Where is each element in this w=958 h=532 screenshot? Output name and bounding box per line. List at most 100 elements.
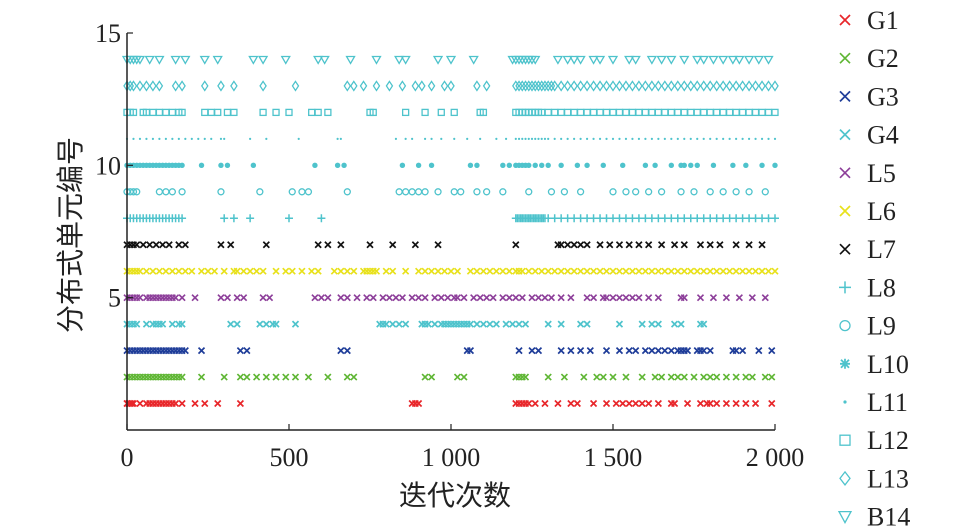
data-point <box>602 108 611 117</box>
data-point <box>282 373 290 381</box>
data-point <box>531 399 539 408</box>
data-point <box>483 294 491 302</box>
data-point <box>508 320 517 328</box>
y-ticks: 5 10 15 <box>95 19 133 313</box>
data-point <box>385 80 394 92</box>
legend-label: L10 <box>867 350 909 379</box>
data-point <box>583 267 591 275</box>
data-point <box>314 108 322 117</box>
data-point <box>709 294 718 302</box>
data-point <box>178 80 186 92</box>
data-point <box>319 55 330 65</box>
data-point <box>479 267 488 275</box>
data-point <box>609 188 617 196</box>
data-point <box>159 241 167 249</box>
data-point <box>236 346 245 355</box>
data-point <box>128 399 136 408</box>
data-point <box>645 399 653 408</box>
data-point <box>645 294 653 302</box>
data-point <box>395 320 403 328</box>
data-point <box>570 80 578 92</box>
data-point <box>467 162 474 169</box>
data-point <box>715 137 718 140</box>
data-point <box>670 320 679 328</box>
data-point <box>191 294 199 302</box>
data-point <box>197 137 200 140</box>
data-point <box>638 399 646 408</box>
data-point <box>768 373 776 381</box>
data-point <box>635 108 643 117</box>
data-point <box>162 267 170 275</box>
data-point <box>728 137 731 140</box>
data-point <box>635 241 643 249</box>
data-point <box>680 294 688 302</box>
data-point <box>421 373 429 381</box>
data-point <box>687 108 695 117</box>
legend-marker <box>839 167 851 179</box>
data-point <box>528 294 536 302</box>
data-point <box>434 188 442 196</box>
legend-label: L9 <box>867 312 896 341</box>
data-point <box>398 294 407 302</box>
data-point <box>758 267 766 275</box>
data-point <box>615 320 624 328</box>
data-point <box>191 399 199 408</box>
data-point <box>392 294 400 302</box>
data-point <box>389 320 397 328</box>
legend-label: B14 <box>867 503 910 532</box>
data-point <box>558 162 564 169</box>
data-point <box>654 346 662 355</box>
data-point <box>557 346 565 355</box>
data-point <box>534 137 537 140</box>
data-point <box>738 346 747 355</box>
data-point <box>713 399 721 408</box>
data-point <box>713 373 721 381</box>
x-tick-label: 500 <box>270 443 309 472</box>
data-point <box>400 55 411 65</box>
data-point <box>291 320 300 328</box>
data-point <box>602 294 611 302</box>
data-point <box>680 241 688 249</box>
data-point <box>155 267 164 275</box>
data-point <box>178 188 186 196</box>
data-point <box>505 294 513 302</box>
data-point <box>745 80 753 92</box>
data-point <box>719 80 727 92</box>
data-point <box>476 294 484 302</box>
data-point <box>586 346 594 355</box>
data-point <box>499 267 507 275</box>
data-point <box>716 241 724 249</box>
data-point <box>421 108 429 117</box>
data-point <box>622 188 630 196</box>
data-point <box>748 294 756 302</box>
legend-marker <box>840 358 850 369</box>
data-point <box>197 346 206 355</box>
data-point <box>700 267 708 275</box>
data-point <box>291 373 300 381</box>
data-point <box>567 346 575 355</box>
data-point <box>447 80 455 92</box>
data-point <box>220 267 228 275</box>
data-point <box>645 241 653 249</box>
data-point <box>288 267 296 275</box>
data-point <box>738 108 747 117</box>
data-point <box>539 162 545 169</box>
data-point <box>764 267 773 275</box>
data-point <box>207 108 215 117</box>
data-point <box>761 188 769 196</box>
data-point <box>233 320 241 328</box>
data-point <box>217 241 225 249</box>
data-point <box>683 346 692 355</box>
data-point <box>589 80 598 92</box>
data-point <box>615 346 624 355</box>
data-point <box>674 373 682 381</box>
data-point <box>385 294 394 302</box>
data-point <box>570 108 578 117</box>
data-point <box>622 267 630 275</box>
data-point <box>771 80 779 92</box>
data-point <box>745 241 753 249</box>
data-point <box>612 399 620 408</box>
data-point <box>637 137 641 140</box>
data-point <box>259 80 267 92</box>
data-point <box>718 55 729 65</box>
